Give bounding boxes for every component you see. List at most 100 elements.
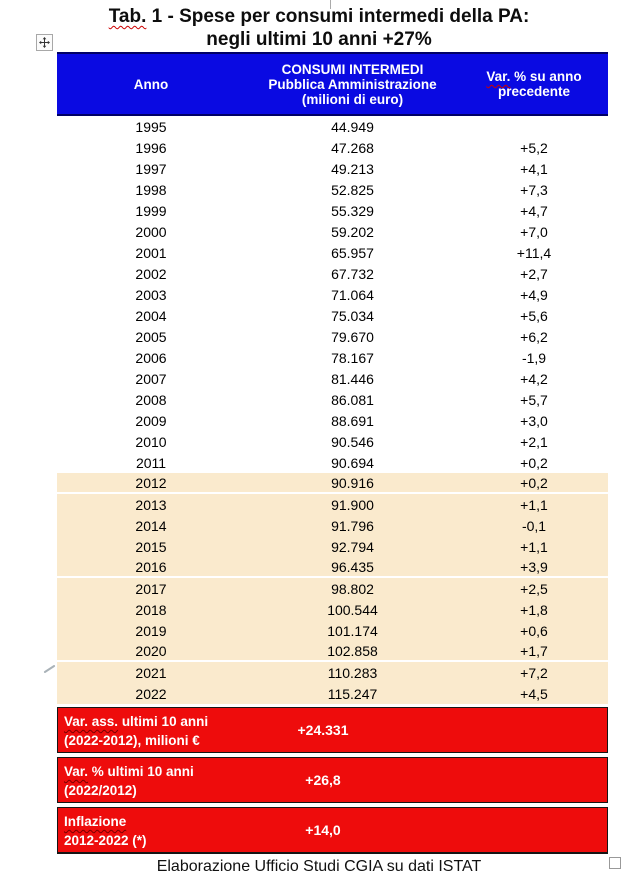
var-cell: +1,7 bbox=[520, 642, 548, 659]
header-consumi: CONSUMI INTERMEDI Pubblica Amministrazio… bbox=[245, 62, 460, 107]
title-rest: 1 - Spese per consumi intermedi della PA… bbox=[146, 6, 530, 27]
summary-value: +26,8 bbox=[305, 772, 341, 788]
header-consumi-line-3: (milioni di euro) bbox=[301, 91, 404, 107]
table-row: 1998 52.825 +7,3 bbox=[57, 179, 608, 200]
var-cell: +3,0 bbox=[520, 412, 548, 429]
consumi-cell: 100.544 bbox=[327, 601, 378, 618]
stray-mark bbox=[43, 664, 56, 674]
table-row: 2008 86.081 +5,7 bbox=[57, 389, 608, 410]
anno-cell: 2011 bbox=[135, 454, 167, 471]
anno-cell: 2016 bbox=[135, 558, 167, 575]
var-cell: +2,5 bbox=[520, 580, 548, 597]
header-var-flagged-word: Var. bbox=[486, 69, 511, 84]
anno-cell: 2001 bbox=[135, 244, 167, 261]
consumi-cell: 91.900 bbox=[331, 496, 374, 513]
table-row: 2007 81.446 +4,2 bbox=[57, 368, 608, 389]
consumi-cell: 102.858 bbox=[327, 642, 378, 659]
header-var-line-2: precedente bbox=[497, 84, 571, 99]
table-resize-handle[interactable] bbox=[609, 857, 621, 869]
summary-flagged-word: Inflazione bbox=[64, 814, 127, 829]
consumi-cell: 79.670 bbox=[331, 328, 374, 345]
consumi-cell: 110.283 bbox=[327, 664, 378, 681]
consumi-cell: 55.329 bbox=[331, 202, 374, 219]
consumi-cell: 96.435 bbox=[331, 558, 374, 575]
anno-cell: 2010 bbox=[135, 433, 167, 450]
summary-row: Var. ass. ultimi 10 anni (2022-2012), mil… bbox=[57, 707, 608, 753]
var-cell: +4,7 bbox=[520, 202, 548, 219]
consumi-cell: 65.957 bbox=[331, 244, 374, 261]
consumi-cell: 59.202 bbox=[331, 223, 374, 240]
var-cell: +3,9 bbox=[520, 558, 548, 575]
summary-flagged-word: Var. ass. bbox=[64, 714, 119, 729]
header-anno: Anno bbox=[133, 76, 169, 92]
anno-cell: 2003 bbox=[135, 286, 167, 303]
var-cell: +6,2 bbox=[520, 328, 548, 345]
summary-value: +14,0 bbox=[305, 822, 341, 838]
table-row: 1997 49.213 +4,1 bbox=[57, 158, 608, 179]
var-cell: +5,6 bbox=[520, 307, 548, 324]
var-cell: +11,4 bbox=[516, 244, 552, 261]
summary-label-line-2: 2012-2022 (*) bbox=[64, 833, 147, 848]
consumi-cell: 52.825 bbox=[331, 181, 374, 198]
table-row: 2021 110.283 +7,2 bbox=[57, 662, 608, 683]
table-row: 2001 65.957 +11,4 bbox=[57, 242, 608, 263]
anno-cell: 1996 bbox=[135, 139, 167, 156]
header-consumi-line-1: CONSUMI INTERMEDI bbox=[281, 61, 424, 77]
anno-cell: 2004 bbox=[135, 307, 167, 324]
table-row: 2014 91.796 -0,1 bbox=[57, 515, 608, 536]
summary-value: +24.331 bbox=[297, 722, 349, 738]
anno-cell: 2015 bbox=[135, 538, 167, 555]
anno-cell: 2020 bbox=[135, 642, 167, 659]
summary-label: Var. ass. ultimi 10 anni (2022-2012), mil… bbox=[64, 712, 208, 750]
header-consumi-line-2: Pubblica Amministrazione bbox=[268, 76, 437, 92]
var-cell: +0,6 bbox=[520, 622, 548, 639]
table-row: 1996 47.268 +5,2 bbox=[57, 137, 608, 158]
consumi-cell: 71.064 bbox=[331, 286, 374, 303]
summary-section: Var. ass. ultimi 10 anni (2022-2012), mil… bbox=[57, 707, 608, 854]
table-row: 1995 44.949 bbox=[57, 116, 608, 137]
var-cell: +4,1 bbox=[520, 160, 548, 177]
summary-label-line-2: (2022/2012) bbox=[64, 783, 137, 798]
anno-cell: 2012 bbox=[135, 474, 167, 491]
anno-cell: 2014 bbox=[135, 517, 167, 534]
anno-cell: 2017 bbox=[135, 580, 167, 597]
table-row: 2018 100.544 +1,8 bbox=[57, 599, 608, 620]
anno-cell: 2009 bbox=[135, 412, 167, 429]
table-body: 1995 44.949 1996 47.268 +5,2 1997 49.213 +4,1 19… bbox=[57, 116, 608, 704]
table-row: 2011 90.694 +0,2 bbox=[57, 452, 608, 473]
anno-cell: 2022 bbox=[135, 685, 167, 702]
table-row: 2004 75.034 +5,6 bbox=[57, 305, 608, 326]
anno-cell: 2018 bbox=[135, 601, 167, 618]
consumi-cell: 90.546 bbox=[331, 433, 374, 450]
table-row: 2000 59.202 +7,0 bbox=[57, 221, 608, 242]
var-cell: +7,3 bbox=[520, 181, 548, 198]
anno-cell: 2006 bbox=[135, 349, 167, 366]
anno-cell: 1999 bbox=[135, 202, 167, 219]
summary-label-line-2: (2022-2012), milioni € bbox=[64, 733, 200, 748]
summary-row: Inflazione 2012-2022 (*) +14,0 bbox=[57, 807, 608, 854]
var-cell: -1,9 bbox=[521, 349, 547, 366]
summary-flagged-word: Var. bbox=[64, 764, 89, 779]
table-row: 1999 55.329 +4,7 bbox=[57, 200, 608, 221]
anno-cell: 2008 bbox=[135, 391, 167, 408]
move-icon bbox=[39, 37, 50, 48]
table-row: 2017 98.802 +2,5 bbox=[57, 578, 608, 599]
var-cell: +0,2 bbox=[520, 474, 548, 491]
consumi-cell: 88.691 bbox=[331, 412, 374, 429]
var-cell: +4,5 bbox=[520, 685, 548, 702]
consumi-cell: 49.213 bbox=[331, 160, 374, 177]
table-move-handle[interactable] bbox=[36, 34, 53, 51]
var-cell: +1,8 bbox=[520, 601, 548, 618]
table-row: 2015 92.794 +1,1 bbox=[57, 536, 608, 557]
anno-cell: 2019 bbox=[135, 622, 167, 639]
consumi-cell: 115.247 bbox=[327, 685, 378, 702]
var-cell: +4,9 bbox=[520, 286, 548, 303]
data-table: Anno CONSUMI INTERMEDI Pubblica Amminist… bbox=[57, 52, 608, 854]
table-row: 2016 96.435 +3,9 bbox=[57, 557, 608, 578]
page-title: Tab. 1 - Spese per consumi intermedi del… bbox=[0, 5, 638, 51]
title-line-2: negli ultimi 10 anni +27% bbox=[206, 29, 432, 50]
table-row: 2010 90.546 +2,1 bbox=[57, 431, 608, 452]
anno-cell: 2000 bbox=[135, 223, 167, 240]
summary-label-rest: % ultimi 10 anni bbox=[88, 764, 194, 779]
